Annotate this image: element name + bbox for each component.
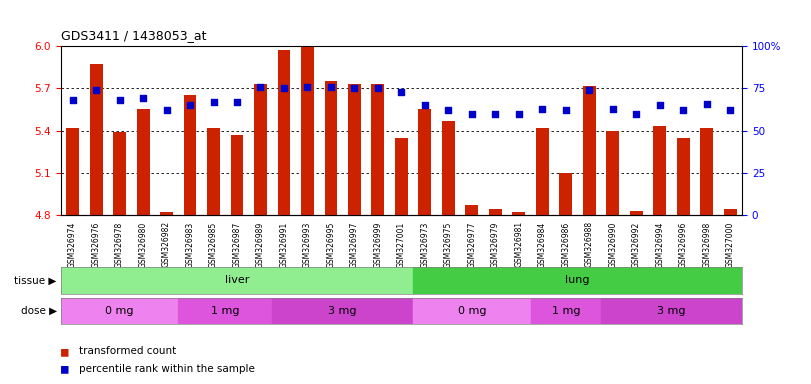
Bar <box>530 298 601 324</box>
Bar <box>724 209 736 215</box>
Point <box>254 84 267 90</box>
Point <box>207 99 220 105</box>
Bar <box>136 109 149 215</box>
Bar <box>113 132 126 215</box>
Text: percentile rank within the sample: percentile rank within the sample <box>79 364 255 374</box>
Text: ■: ■ <box>61 362 75 375</box>
Point <box>583 87 596 93</box>
Point <box>395 89 408 95</box>
Bar <box>272 298 413 324</box>
Point <box>442 107 455 113</box>
Text: 0 mg: 0 mg <box>457 306 486 316</box>
Point <box>724 107 737 113</box>
Text: 1 mg: 1 mg <box>551 306 580 316</box>
Bar <box>230 135 243 215</box>
Bar <box>607 131 620 215</box>
Point <box>301 84 314 90</box>
Point <box>277 85 290 91</box>
Point <box>607 106 620 112</box>
Text: 3 mg: 3 mg <box>658 306 686 316</box>
Point <box>630 111 643 117</box>
Bar <box>701 128 714 215</box>
Point <box>113 97 126 103</box>
Bar <box>536 128 549 215</box>
Point <box>677 107 690 113</box>
Bar <box>654 126 667 215</box>
Bar <box>560 173 573 215</box>
Bar <box>413 298 530 324</box>
Point <box>418 102 431 108</box>
Point <box>560 107 573 113</box>
Point <box>324 84 337 90</box>
Point <box>701 101 714 107</box>
Point <box>183 102 196 108</box>
Bar <box>395 137 408 215</box>
Point <box>654 102 667 108</box>
Bar <box>489 209 502 215</box>
Point <box>536 106 549 112</box>
Text: ■: ■ <box>61 345 75 358</box>
Bar <box>160 212 173 215</box>
Bar <box>254 84 267 215</box>
Point <box>230 99 243 105</box>
Text: GDS3411 / 1438053_at: GDS3411 / 1438053_at <box>61 29 206 42</box>
Point <box>66 97 79 103</box>
Bar <box>466 205 478 215</box>
Text: tissue ▶: tissue ▶ <box>15 275 57 285</box>
Bar <box>630 211 643 215</box>
Bar <box>513 212 526 215</box>
Text: 0 mg: 0 mg <box>105 306 134 316</box>
Bar <box>583 86 596 215</box>
Text: dose ▶: dose ▶ <box>20 306 57 316</box>
Bar <box>442 121 455 215</box>
Bar <box>61 298 178 324</box>
Bar <box>324 81 337 215</box>
Text: lung: lung <box>565 275 590 285</box>
Point <box>466 111 478 117</box>
Bar <box>348 84 361 215</box>
Bar <box>413 267 742 294</box>
Bar <box>677 137 690 215</box>
Point <box>489 111 502 117</box>
Point <box>89 87 102 93</box>
Point <box>136 95 149 101</box>
Bar <box>178 298 272 324</box>
Bar <box>601 298 742 324</box>
Bar <box>301 48 314 215</box>
Bar <box>183 95 196 215</box>
Bar <box>61 267 413 294</box>
Text: 3 mg: 3 mg <box>328 306 357 316</box>
Text: 1 mg: 1 mg <box>211 306 239 316</box>
Text: transformed count: transformed count <box>79 346 176 356</box>
Bar <box>67 128 79 215</box>
Bar <box>418 109 431 215</box>
Point <box>348 85 361 91</box>
Point <box>371 85 384 91</box>
Bar <box>277 50 290 215</box>
Bar <box>207 128 220 215</box>
Text: liver: liver <box>225 275 249 285</box>
Point <box>160 107 173 113</box>
Bar <box>371 84 384 215</box>
Point <box>513 111 526 117</box>
Bar <box>89 65 102 215</box>
